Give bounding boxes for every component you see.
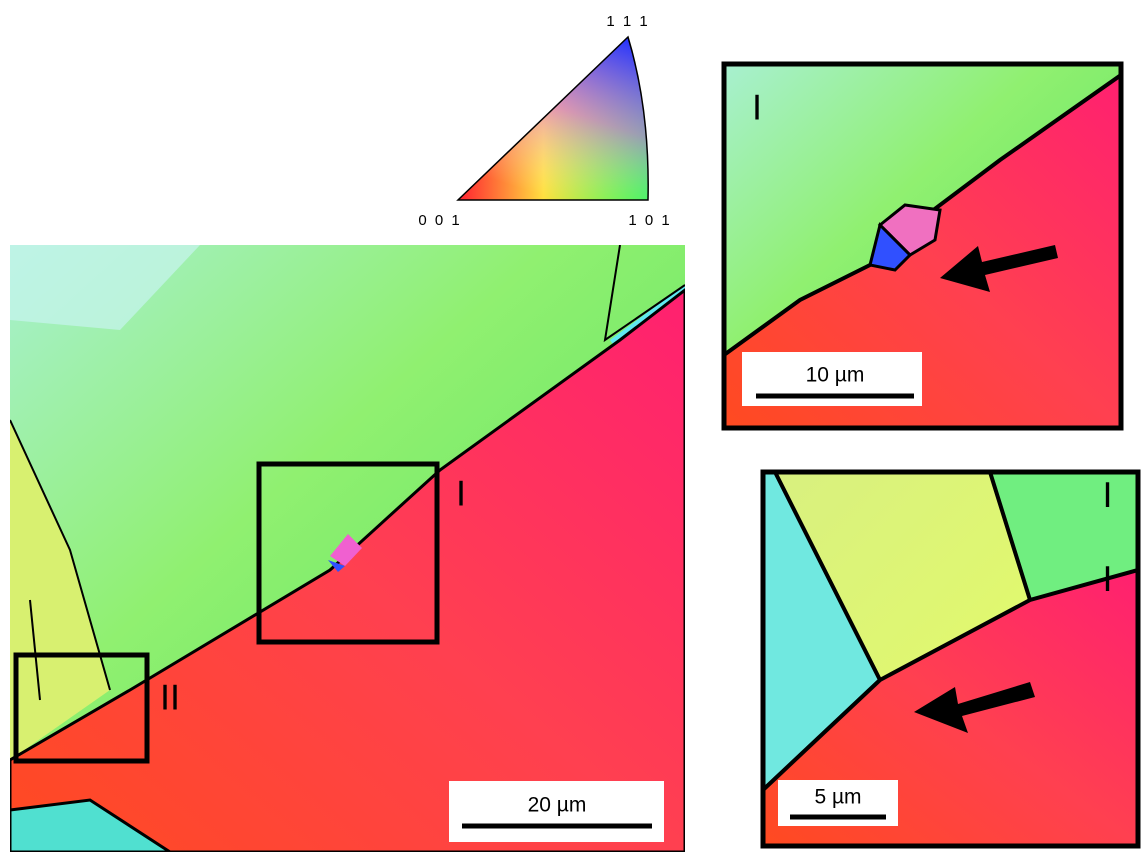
legend-shade xyxy=(456,35,649,201)
scale-bar-label: 10 µm xyxy=(806,364,865,387)
yellow-grain xyxy=(10,420,110,760)
scale-bar-label: 5 µm xyxy=(814,786,861,809)
green-grain xyxy=(987,472,1138,603)
inset-label: II xyxy=(1088,476,1128,644)
grain-boundary xyxy=(10,245,685,701)
legend-top-label: 1 1 1 xyxy=(606,13,649,30)
main-map: 20 µm xyxy=(10,245,685,852)
region-box-2 xyxy=(13,652,150,764)
scale-bar-box xyxy=(449,781,664,842)
inset-label: I xyxy=(752,89,762,129)
ipf-legend: 1 1 1 0 0 1 1 0 1 xyxy=(418,13,671,229)
scale-bar-label: 20 µm xyxy=(528,794,587,817)
region-label: II xyxy=(160,679,180,719)
arrow xyxy=(940,245,1058,292)
pink-grain xyxy=(330,534,362,566)
red-grain xyxy=(724,72,1121,428)
region-box-1 xyxy=(256,461,440,645)
cyan-grain-bottom xyxy=(10,798,173,852)
inset-frame xyxy=(760,469,1141,849)
region-label: I xyxy=(456,475,466,515)
inset-2: 5 µm II xyxy=(763,472,1138,846)
legend-left-label: 0 0 1 xyxy=(418,212,461,229)
inset-frame xyxy=(721,61,1124,431)
inset-1: 10 µm I xyxy=(724,64,1121,428)
blue-grain xyxy=(868,222,913,272)
arrow xyxy=(914,682,1035,733)
light-region xyxy=(10,245,200,330)
blue-grain xyxy=(328,560,345,572)
red-grain xyxy=(10,288,685,852)
legend-right-label: 1 0 1 xyxy=(628,212,671,229)
